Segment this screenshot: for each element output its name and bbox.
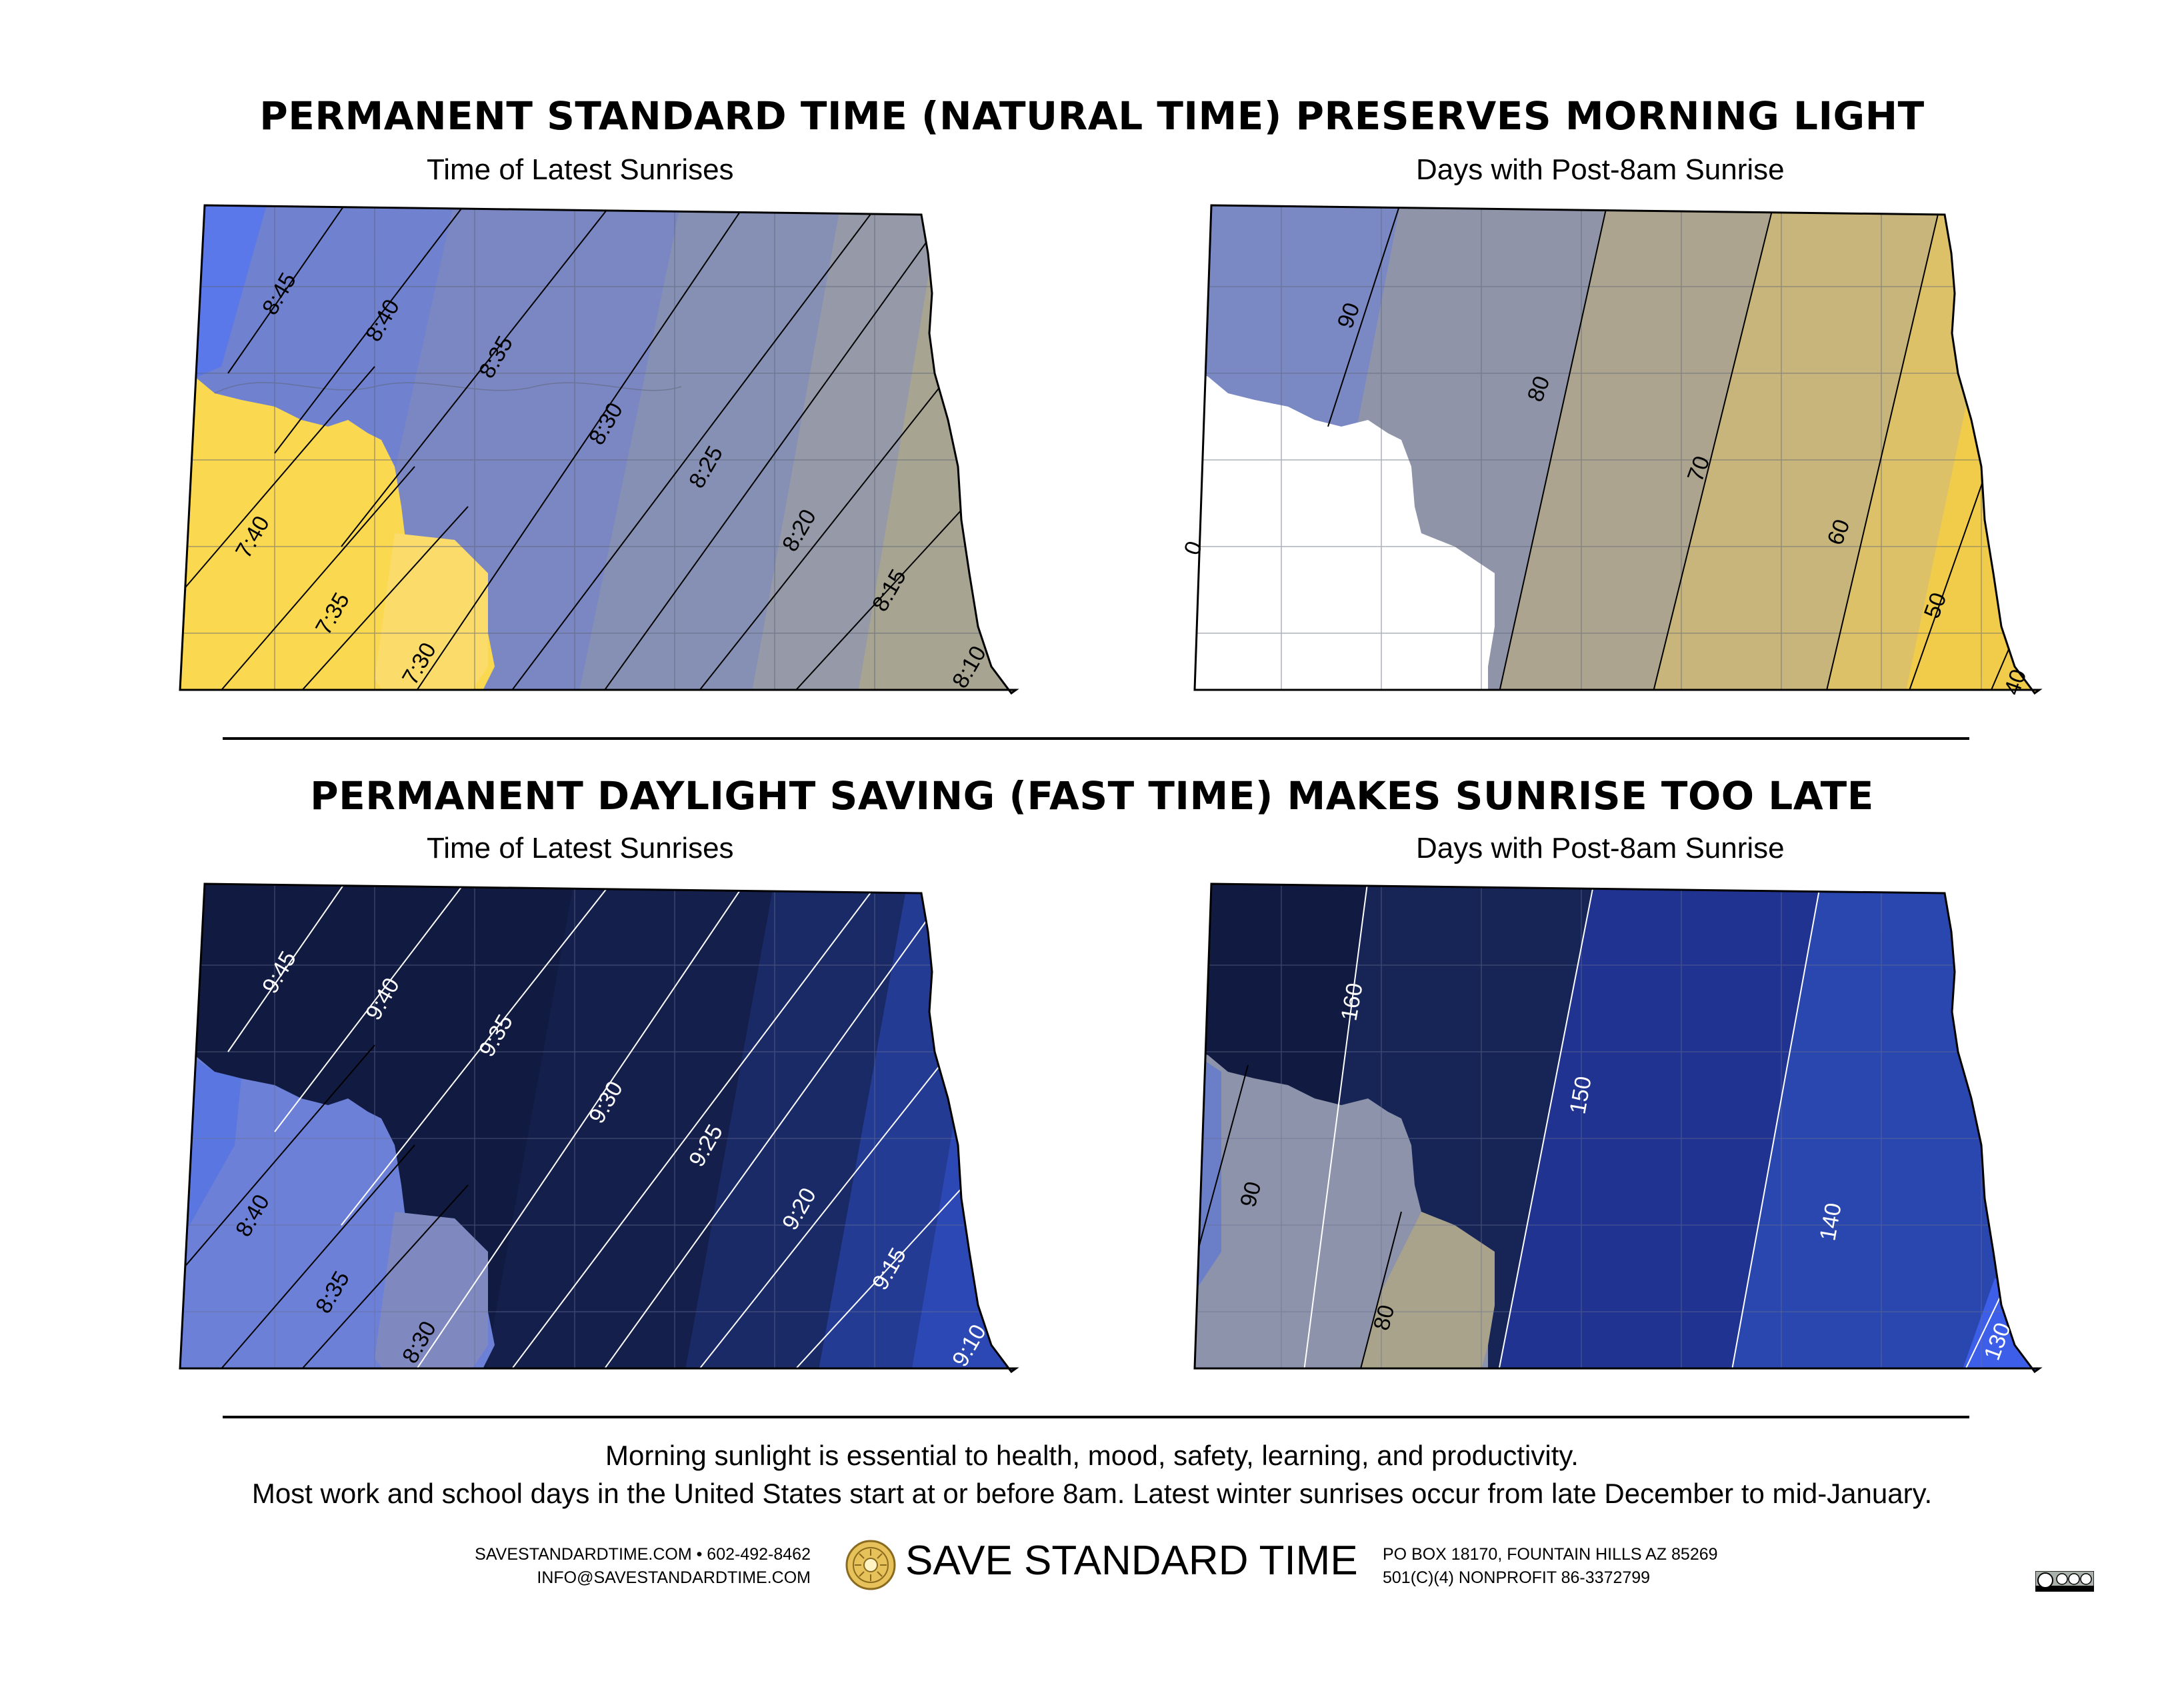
section-1-title: PERMANENT STANDARD TIME (NATURAL TIME) P… (259, 93, 1925, 139)
map-standard-latest-sunrise: 8:45 8:40 8:35 8:30 8:25 8:20 8:15 8:10 … (179, 204, 1019, 695)
map-dst-days-post-8am: 160 150 140 130 90 80 (1193, 882, 2043, 1374)
brand-name: SAVE STANDARD TIME (905, 1538, 1358, 1584)
section-2-title: PERMANENT DAYLIGHT SAVING (FAST TIME) MA… (310, 773, 1874, 819)
footnote-line-2: Most work and school days in the United … (251, 1478, 1933, 1509)
map-standard-days-post-8am: 90 80 70 60 50 40 0 (1179, 204, 2043, 699)
address-line-1: PO BOX 18170, FOUNTAIN HILLS AZ 85269 (1383, 1545, 1718, 1564)
contact-line-2: INFO@SAVESTANDARDTIME.COM (537, 1568, 811, 1587)
divider-top (223, 737, 1969, 740)
sun-seal-logo (845, 1540, 896, 1590)
contact-line-1: SAVESTANDARDTIME.COM • 602-492-8462 (475, 1545, 811, 1564)
divider-bottom (223, 1416, 1969, 1418)
footnote-line-1: Morning sunlight is essential to health,… (605, 1440, 1579, 1471)
creative-commons-badge (2035, 1571, 2094, 1592)
map-dst-latest-sunrise: 9:45 9:40 9:35 9:30 9:25 9:20 9:15 9:10 … (179, 882, 1019, 1374)
section-1-left-subtitle: Time of Latest Sunrises (427, 153, 734, 186)
section-2-left-subtitle: Time of Latest Sunrises (427, 832, 734, 864)
section-2-right-subtitle: Days with Post-8am Sunrise (1416, 832, 1785, 864)
section-1-right-subtitle: Days with Post-8am Sunrise (1416, 153, 1785, 186)
address-line-2: 501(C)(4) NONPROFIT 86-3372799 (1383, 1568, 1651, 1587)
